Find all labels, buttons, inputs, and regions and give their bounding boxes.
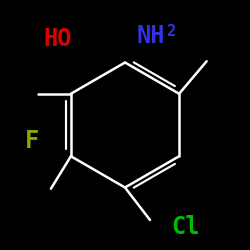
Text: F: F [25,129,39,153]
Text: Cl: Cl [171,216,200,240]
Text: 2: 2 [166,24,175,39]
Text: HO: HO [44,27,72,51]
Text: NH: NH [136,24,165,48]
